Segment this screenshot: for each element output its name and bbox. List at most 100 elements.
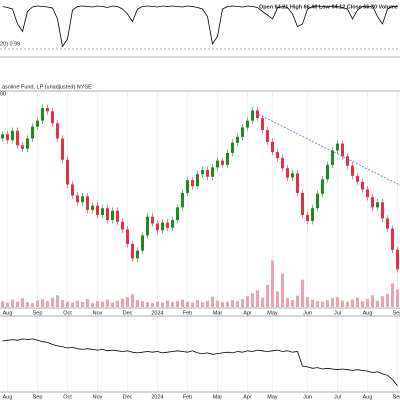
candle-body	[146, 216, 149, 236]
candle-body	[211, 167, 214, 177]
x-tick-label: Jul	[334, 394, 341, 400]
candle-body	[331, 150, 334, 165]
candle-body	[126, 229, 129, 244]
candle-body	[31, 126, 34, 139]
candle-body	[181, 192, 184, 208]
x-tick-label: Oct	[63, 310, 72, 316]
volume-bar	[16, 301, 19, 307]
candle-body	[281, 158, 284, 169]
volume-bar	[301, 279, 304, 307]
volume-bar	[296, 295, 299, 307]
candle-body	[46, 107, 49, 112]
volume-bar	[141, 301, 144, 307]
candle-body	[301, 192, 304, 215]
candle-body	[186, 180, 189, 193]
x-tick-label: Apr	[243, 394, 252, 400]
volume-bar	[26, 302, 29, 307]
volume-bar	[61, 300, 64, 307]
candle-body	[201, 169, 204, 175]
volume-bar	[321, 301, 324, 307]
candle-body	[356, 175, 359, 182]
candle-body	[6, 134, 9, 141]
volume-bar	[186, 301, 189, 307]
volume-bar	[326, 300, 329, 307]
candle-body	[216, 160, 219, 168]
x-tick-label: Oct	[63, 394, 72, 400]
volume-bar	[316, 301, 319, 307]
volume-bar	[6, 302, 9, 307]
volume-bar	[156, 301, 159, 307]
candle-body	[346, 156, 349, 166]
candle-body	[21, 145, 24, 149]
volume-bar	[96, 301, 99, 307]
quote: Open 64.21 High 66.40 Low 64.12 Close 66…	[259, 4, 398, 10]
volume-bar	[31, 303, 34, 307]
x-tick-label: Dec	[123, 394, 133, 400]
volume-bar	[171, 302, 174, 307]
candle-body	[236, 136, 239, 143]
x-tick-label: 2024	[151, 394, 163, 400]
candle-body	[271, 141, 274, 153]
candle-body	[71, 184, 74, 196]
x-tick-label: Nov	[93, 394, 103, 400]
candle-body	[136, 250, 139, 259]
volume-bar	[86, 299, 89, 307]
candle-body	[191, 180, 194, 187]
volume-bar	[36, 300, 39, 307]
candle-body	[286, 168, 289, 178]
indicator-line	[2, 5, 398, 48]
x-tick-label: Sep	[33, 394, 43, 400]
volume-bar	[71, 302, 74, 307]
volume-bar	[276, 291, 279, 307]
candle-body	[376, 202, 379, 208]
volume-bar	[346, 301, 349, 307]
volume-bar	[351, 299, 354, 307]
candle-body	[171, 220, 174, 228]
candle-body	[361, 181, 364, 190]
price-panel	[0, 90, 400, 309]
volume-bar	[51, 297, 54, 307]
candle-body	[91, 205, 94, 210]
bottom-panel	[0, 315, 400, 393]
x-tick-label: Aug	[3, 394, 13, 400]
volume-bar	[191, 302, 194, 307]
candle-body	[76, 195, 79, 203]
candle-body	[16, 130, 19, 146]
volume-bar	[221, 302, 224, 307]
x-tick-label: Aug	[3, 310, 13, 316]
x-tick-label: 2024	[151, 310, 163, 316]
x-tick-label: Feb	[183, 310, 192, 316]
x-tick-label: Jun	[303, 310, 312, 316]
candle-body	[366, 189, 369, 198]
volume-bar	[381, 296, 384, 307]
candle-body	[26, 138, 29, 149]
candle-body	[61, 138, 64, 160]
candle-body	[81, 196, 84, 203]
candle-body	[381, 202, 384, 219]
volume-bar	[311, 299, 314, 307]
candle-body	[11, 130, 14, 141]
volume-bar	[41, 299, 44, 307]
volume-bar	[256, 290, 259, 307]
volume-bar	[361, 301, 364, 307]
candle-body	[336, 143, 339, 151]
volume-bar	[121, 298, 124, 307]
candle-body	[106, 208, 109, 221]
candle-body	[246, 120, 249, 128]
x-tick-label: Sep	[33, 310, 43, 316]
candle-body	[396, 249, 399, 270]
candle-body	[141, 235, 144, 251]
candle-body	[1, 134, 4, 139]
candle-body	[121, 221, 124, 230]
volume-bar	[56, 295, 59, 307]
x-tick-label: Feb	[183, 394, 192, 400]
candle-body	[51, 111, 54, 124]
volume-bar	[166, 300, 169, 307]
volume-bar	[211, 296, 214, 307]
candle-body	[276, 152, 279, 159]
trend-line	[252, 110, 400, 186]
candle-body	[326, 164, 329, 180]
candle-body	[111, 210, 114, 221]
candle-body	[351, 165, 354, 176]
x-tick-label: Mar	[213, 310, 223, 316]
